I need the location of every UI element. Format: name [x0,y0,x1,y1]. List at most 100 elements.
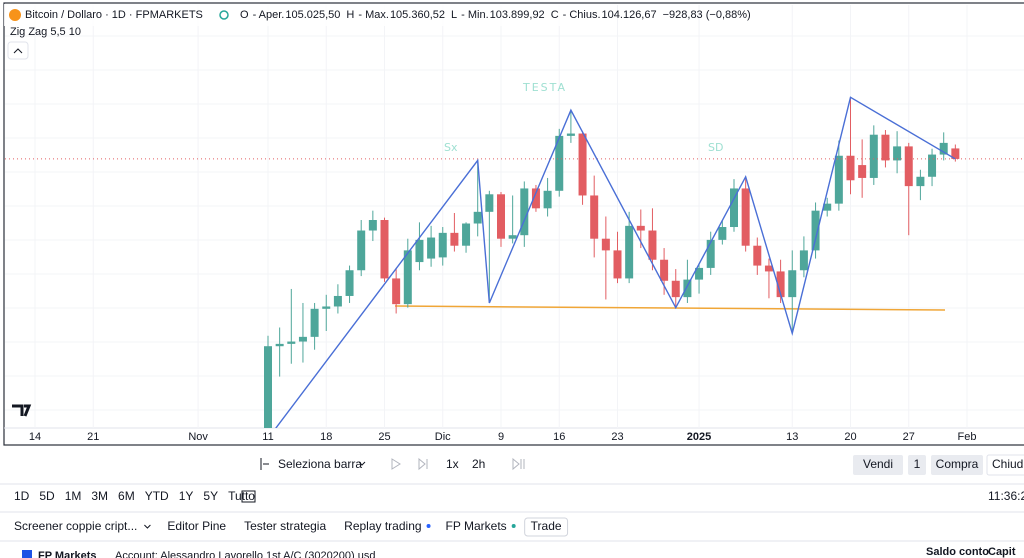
select-bar[interactable]: Seleziona barra [278,457,362,471]
candle-body [928,154,937,177]
header-bg [4,4,564,26]
candle-body [566,133,575,136]
candle-body [823,203,832,211]
symbol-icon [9,9,21,21]
buy-button[interactable] [931,455,983,475]
ranges: 1D 5D 1M 3M 6M YTD 1Y 5Y Tutto [14,489,255,503]
status-dot [219,10,229,20]
ohlc-value: 105.025,50 [285,9,340,21]
range-button[interactable]: 5Y [203,489,218,503]
tab[interactable]: Trade [531,519,562,533]
range-button[interactable]: 1D [14,489,30,503]
candle-body [264,346,272,428]
candle-body [764,265,773,272]
candle-body [869,134,878,178]
candle-body [695,267,704,280]
candle-body [578,133,587,196]
play[interactable] [391,458,401,470]
candle-body [834,155,843,204]
x-tick-label: 11 [262,431,273,443]
grid [5,5,1024,428]
range-button[interactable]: 6M [118,489,135,503]
candle-body [671,280,680,298]
range-button[interactable]: 5D [39,489,55,503]
ohlc-key: H [346,9,354,21]
tab[interactable]: Replay trading [344,519,421,533]
clock: 11:36:2 [988,489,1024,503]
sell: Vendi [863,457,893,471]
candle-body [368,220,377,231]
step[interactable] [418,457,428,471]
candle-body [427,237,436,259]
x-tick-label: 2025 [687,431,711,443]
range-button[interactable]: YTD [145,489,169,503]
candle-body [462,223,471,246]
candle-body [904,146,913,187]
candle-body [380,220,389,279]
candle-body [660,259,669,281]
candle-body [555,135,564,191]
collapse-button[interactable] [7,41,29,60]
status-dot [511,524,516,528]
jump[interactable] [512,457,525,471]
speed[interactable]: 1x [446,457,459,471]
candle-body [881,134,890,161]
zigzag [275,96,956,428]
x-tick-label: 25 [378,431,390,443]
candle-body [520,188,529,236]
tabs: Screener coppie cript... Editor Pine Teste… [14,517,569,537]
ohlc-value: 105.360,52 [390,9,445,21]
candle-body [625,225,634,279]
x-tick-label: 23 [611,431,623,443]
candle-body [403,250,412,305]
x-tick-label: 27 [903,431,915,443]
candle-body [473,211,482,224]
broker: FP Markets [38,550,97,558]
x-tick-label: Dic [435,431,451,443]
account: Account: Alessandro Lavorello 1st A/C (3… [115,550,376,558]
candle-body [613,250,622,279]
ohlc-key: O [240,9,249,21]
candle-body [683,279,692,298]
close-button[interactable] [986,454,1024,476]
range-button[interactable]: 1Y [179,489,194,503]
qty-box[interactable] [908,455,926,475]
close: Chiudi [992,457,1024,471]
candle-body [450,232,459,246]
tab[interactable]: FP Markets [446,519,507,533]
range-button[interactable]: 3M [91,489,108,503]
candle-body [811,210,820,251]
sell-button[interactable] [853,455,903,475]
select-icon [260,458,269,470]
symbol[interactable]: Bitcoin / Dollaro · 1D · FPMARKETS [25,9,203,21]
candle-body [741,188,750,246]
plot [5,96,1024,428]
candle-body [345,270,354,296]
candle-body [333,295,342,307]
candle-body [730,188,738,228]
chevron [358,461,366,466]
tv-logo [12,404,32,417]
interval[interactable]: 2h [472,457,485,471]
x-tick-label: 9 [498,431,504,443]
candle-body [718,227,727,240]
range-button[interactable]: 1M [65,489,82,503]
tab[interactable]: Editor Pine [167,519,226,533]
candle-body [438,232,447,258]
annotation: SD [708,141,723,154]
ohlc-name: - Chius. [563,9,601,21]
ohlc-name: - Min. [461,9,489,21]
candle-body [951,148,960,159]
calendar-icon[interactable] [241,490,256,503]
x-tick-label: Nov [188,431,208,443]
ohlc-name: - Max. [358,9,389,21]
indicator[interactable]: Zig Zag 5,5 10 [10,26,81,38]
tab[interactable]: Screener coppie cript... [14,519,137,533]
chevron [144,524,151,529]
candle-body [298,336,307,342]
candle-body [776,271,785,298]
tab[interactable]: Tester strategia [244,519,326,533]
candle-body [916,176,925,187]
candle-body [357,230,366,271]
